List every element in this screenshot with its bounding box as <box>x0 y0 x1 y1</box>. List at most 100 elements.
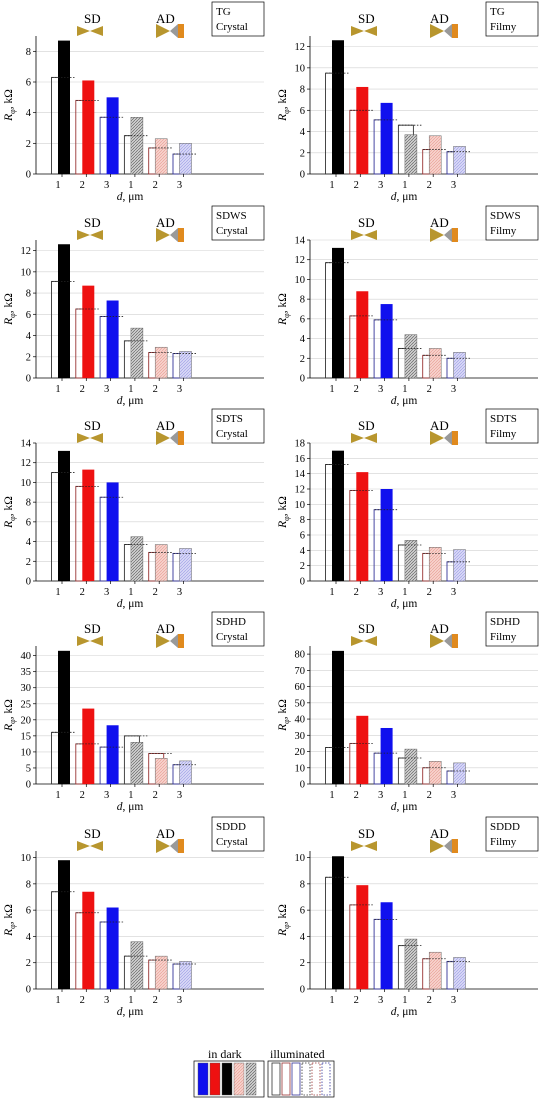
y-axis-label: Rφ, kΩ <box>3 89 17 122</box>
dark-bar <box>380 304 393 378</box>
y-tick-label: 2 <box>300 354 305 365</box>
x-tick-label: 3 <box>451 790 456 801</box>
dark-bar <box>453 762 466 785</box>
y-tick-label: 6 <box>26 78 31 89</box>
sample-name: SDDD <box>490 821 520 833</box>
dark-bar <box>179 351 192 379</box>
x-axis-label: d, μm <box>391 801 418 813</box>
ad-diode-icon <box>430 634 458 648</box>
sd-diode-icon <box>351 26 377 36</box>
sd-label: SD <box>358 826 375 841</box>
sample-name: TG <box>216 6 231 18</box>
y-axis-label: Rφ, kΩ <box>277 89 291 122</box>
legend-illuminated-swatch <box>301 1062 311 1096</box>
x-tick-label: 3 <box>378 587 383 598</box>
x-tick-label: 1 <box>329 995 334 1006</box>
dark-bar <box>58 860 70 989</box>
y-tick-label: 12 <box>295 255 306 266</box>
legend-illuminated-swatch <box>281 1062 291 1096</box>
dark-bar <box>380 727 393 784</box>
x-tick-label: 2 <box>80 180 85 191</box>
y-tick-label: 6 <box>26 517 31 528</box>
y-tick-label: 0 <box>26 577 31 588</box>
y-tick-label: 2 <box>26 958 31 969</box>
x-tick-label: 1 <box>128 995 133 1006</box>
sd-label: SD <box>358 418 375 433</box>
legend-illuminated-swatch <box>321 1062 331 1096</box>
y-tick-label: 6 <box>300 906 305 917</box>
sd-diode-icon <box>77 26 103 36</box>
y-tick-label: 10 <box>295 63 306 74</box>
y-tick-label: 30 <box>295 731 306 742</box>
chart-panel-tg-crystal: 0 2 4 6 8 1 2 3 1 2 3 d, μm Rφ, kΩ SD AD TG Crystal <box>3 1 265 203</box>
x-tick-label: 1 <box>128 587 133 598</box>
y-tick-label: 18 <box>295 439 306 450</box>
phase-name: Crystal <box>216 225 248 237</box>
sd-diode-icon <box>77 841 103 851</box>
x-axis-label: d, μm <box>391 395 418 407</box>
x-tick-label: 3 <box>451 180 456 191</box>
x-tick-label: 1 <box>329 384 334 395</box>
dark-bar <box>58 650 70 784</box>
x-axis-label: d, μm <box>117 395 144 407</box>
dark-bar <box>380 902 393 989</box>
x-axis-label: d, μm <box>117 191 144 203</box>
y-tick-label: 20 <box>21 715 32 726</box>
dark-bar <box>179 143 192 175</box>
x-tick-label: 2 <box>80 587 85 598</box>
sd-diode-icon <box>351 433 377 443</box>
y-tick-label: 4 <box>26 537 32 548</box>
y-axis-label: Rφ, kΩ <box>3 496 17 529</box>
sd-diode-icon <box>77 433 103 443</box>
dark-bar <box>404 938 418 990</box>
y-tick-label: 15 <box>21 731 32 742</box>
dark-bar <box>82 285 95 378</box>
y-tick-label: 0 <box>26 985 31 996</box>
x-tick-label: 1 <box>329 180 334 191</box>
dark-bar <box>332 856 344 989</box>
sample-name: SDTS <box>216 413 243 425</box>
dark-bar <box>58 450 70 581</box>
y-tick-label: 2 <box>300 148 305 159</box>
sample-label-box <box>211 205 265 241</box>
x-tick-label: 2 <box>153 180 158 191</box>
y-axis-label: Rφ, kΩ <box>277 699 291 732</box>
dark-bar <box>332 247 344 378</box>
legend-in-dark-label: in dark <box>208 1047 242 1061</box>
dark-bar <box>332 650 344 784</box>
y-tick-label: 0 <box>26 374 31 385</box>
sample-label-box <box>485 205 539 241</box>
y-tick-label: 2 <box>300 561 305 572</box>
ad-label: AD <box>156 11 175 26</box>
y-tick-label: 4 <box>26 331 32 342</box>
dark-bar <box>404 334 418 379</box>
y-tick-label: 8 <box>26 498 31 509</box>
legend-illuminated-swatch <box>291 1062 301 1096</box>
ad-label: AD <box>430 418 449 433</box>
x-tick-label: 3 <box>378 790 383 801</box>
x-axis-label: d, μm <box>117 1006 144 1018</box>
sample-label-box <box>211 1 265 37</box>
legend-dark-swatch <box>245 1062 257 1096</box>
dark-bar <box>82 80 95 174</box>
dark-bar <box>332 450 344 581</box>
phase-name: Filmy <box>490 21 517 33</box>
dark-bar <box>453 352 466 379</box>
dark-bar <box>453 146 466 175</box>
x-tick-label: 2 <box>427 790 432 801</box>
y-tick-label: 6 <box>26 310 31 321</box>
x-tick-label: 1 <box>329 790 334 801</box>
x-tick-label: 2 <box>80 384 85 395</box>
y-axis-label: Rφ, kΩ <box>277 904 291 937</box>
sd-label: SD <box>84 621 101 636</box>
y-tick-label: 0 <box>300 577 305 588</box>
x-tick-label: 1 <box>55 384 60 395</box>
ad-label: AD <box>430 215 449 230</box>
ad-label: AD <box>156 621 175 636</box>
ad-diode-icon <box>430 228 458 242</box>
x-tick-label: 3 <box>378 180 383 191</box>
dark-bar <box>356 885 369 989</box>
sample-label-box <box>485 408 539 444</box>
y-tick-label: 10 <box>295 853 306 864</box>
legend-illuminated-swatch <box>271 1062 281 1096</box>
